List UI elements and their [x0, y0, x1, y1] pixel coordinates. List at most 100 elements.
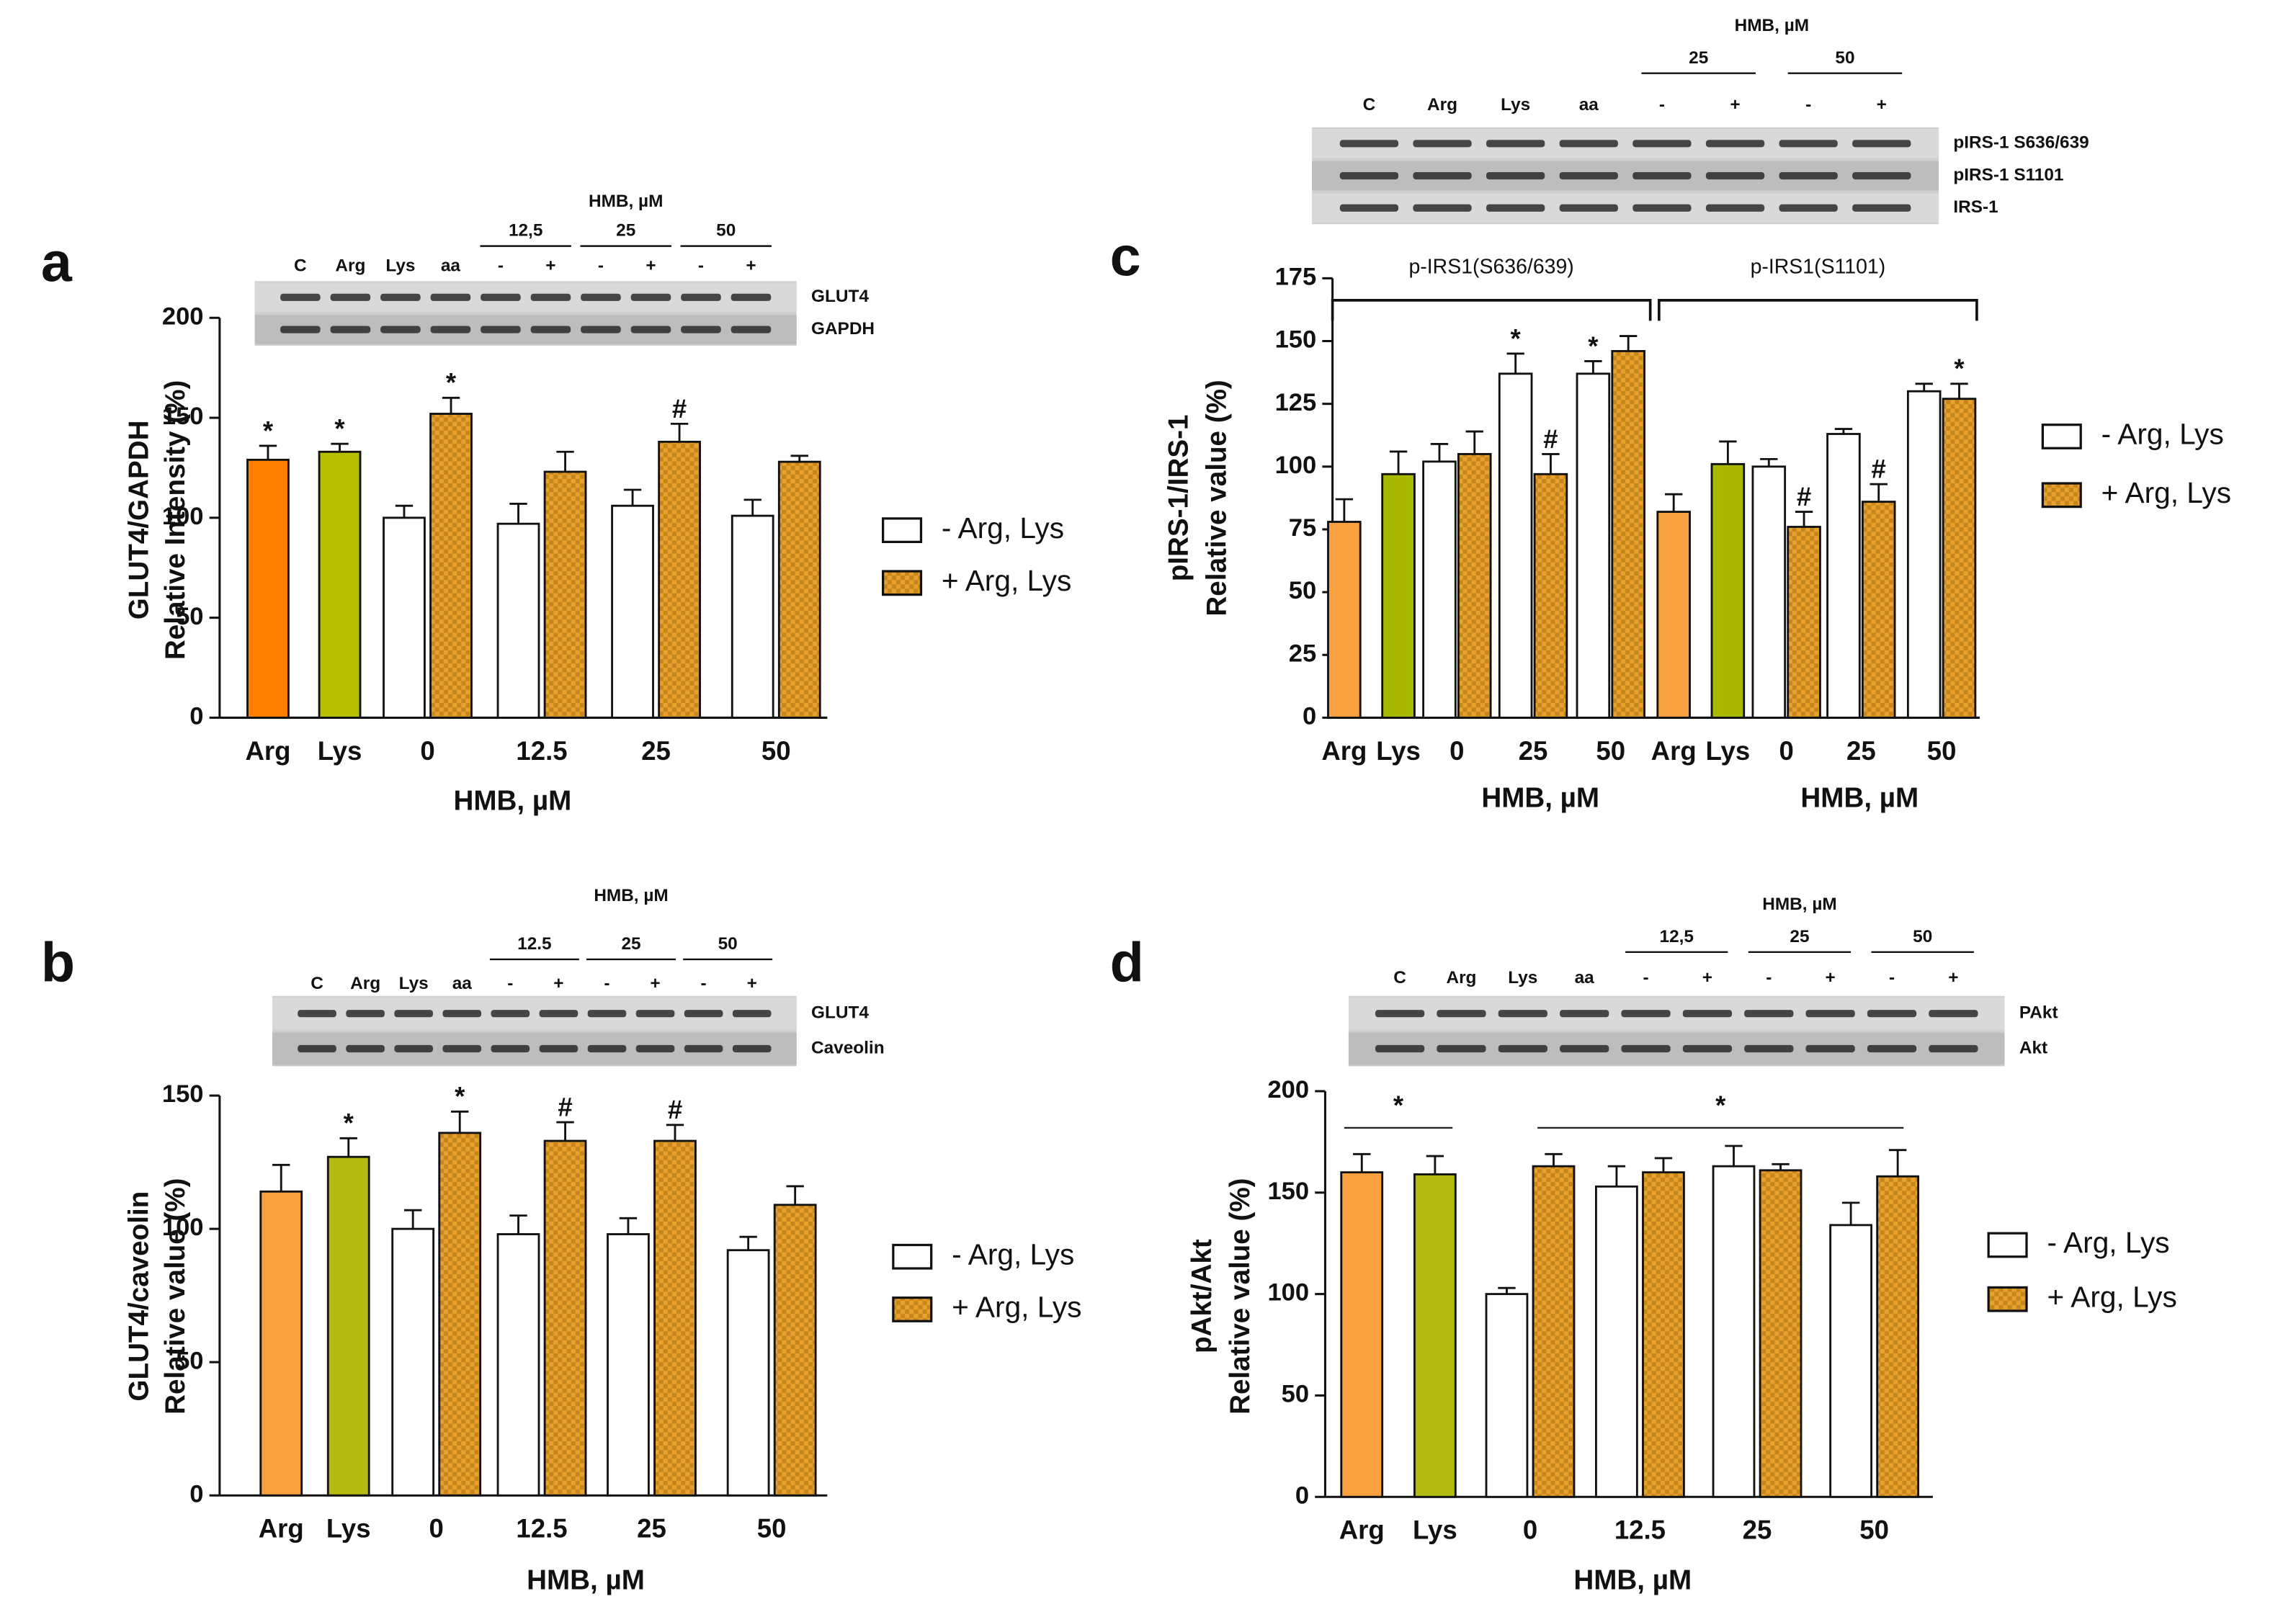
- panel-letter: c: [1110, 225, 1141, 287]
- blot-band-label: GLUT4: [811, 1003, 869, 1023]
- blot-band-label: Caveolin: [811, 1038, 885, 1057]
- blot-band: [380, 326, 421, 333]
- blot-band: [491, 1044, 530, 1053]
- blot-group-label: 50: [1835, 48, 1854, 68]
- x-tick-label: Arg: [1339, 1515, 1385, 1545]
- blot-band: [1705, 204, 1765, 212]
- blot-lane-label: +: [646, 256, 656, 276]
- y-axis-label: Relative Intensity (%): [160, 380, 191, 660]
- blot-band: [1805, 1010, 1855, 1018]
- blot-lane-label: aa: [1579, 95, 1599, 115]
- x-tick-label: Arg: [1651, 736, 1697, 766]
- blot-band: [581, 293, 621, 301]
- blot-lane-label: -: [598, 256, 604, 276]
- blot-lane-label: +: [746, 256, 756, 276]
- blot-band: [635, 1010, 675, 1018]
- significance-mark: *: [263, 416, 274, 445]
- section-bracket: [1331, 299, 1652, 321]
- bar: [496, 522, 540, 719]
- legend-swatch: [2041, 482, 2082, 509]
- blot-band: [731, 293, 772, 301]
- y-axis-label: GLUT4/caveolin: [123, 1191, 154, 1402]
- section-label: p-IRS1(S636/639): [1408, 256, 1573, 279]
- blot-band: [731, 326, 772, 333]
- blot-group-label: 12.5: [517, 934, 551, 954]
- blot-band: [1867, 1010, 1917, 1018]
- legend-swatch: [892, 1243, 933, 1270]
- y-tick-label: 125: [1275, 389, 1317, 416]
- bar: [1942, 398, 1977, 719]
- bar: [429, 413, 473, 719]
- x-tick-label: Lys: [1706, 736, 1751, 766]
- blot-band: [1779, 171, 1838, 180]
- blot-band: [1852, 171, 1911, 180]
- x-tick-label: 25: [1846, 736, 1876, 766]
- y-axis-label: Relative value (%): [160, 1178, 191, 1414]
- blot-lane-label: +: [545, 256, 555, 276]
- blot-band: [1413, 204, 1472, 212]
- blot-lane-label: +: [1826, 968, 1836, 987]
- significance-mark: #: [668, 1095, 682, 1124]
- x-tick-label: Arg: [245, 736, 290, 766]
- panel: a GLUT4/GAPDH Relative Intensity (%) 0 50 100…: [41, 192, 1071, 817]
- bar: [1829, 1224, 1872, 1498]
- blot-band: [684, 1010, 723, 1018]
- bar: [731, 514, 774, 719]
- bar: [1381, 472, 1416, 719]
- blot-lane-label: +: [1702, 968, 1712, 987]
- bar: [1906, 390, 1942, 719]
- blot-lane-label: Lys: [1508, 968, 1537, 987]
- blot-band: [684, 1044, 723, 1053]
- y-tick-label: 0: [189, 703, 203, 730]
- blot-lane-label: C: [294, 256, 307, 276]
- legend-label: + Arg, Lys: [2047, 1280, 2176, 1313]
- x-axis-label: HMB, µM: [527, 1564, 645, 1595]
- blot-band: [1559, 204, 1618, 212]
- blot-band: [1867, 1044, 1917, 1053]
- blot-lane-label: -: [1766, 968, 1772, 987]
- blot-band: [1559, 140, 1618, 148]
- blot-lane-label: +: [1948, 968, 1958, 987]
- blot-lane-label: C: [1363, 95, 1376, 115]
- blot-group-label: 25: [1790, 927, 1809, 946]
- blot-band: [732, 1010, 772, 1018]
- bar: [658, 440, 701, 719]
- blot-lane-label: aa: [452, 974, 473, 993]
- bar: [1751, 465, 1787, 719]
- x-tick-label: 25: [641, 736, 671, 766]
- blot-band: [732, 1044, 772, 1053]
- bar: [1485, 1293, 1529, 1498]
- significance-mark: *: [1511, 323, 1522, 353]
- panel-letter: b: [41, 932, 75, 994]
- blot-band: [587, 1010, 627, 1018]
- blot-lane-label: +: [1730, 95, 1740, 115]
- x-tick-label: 12.5: [516, 1514, 567, 1544]
- bar: [611, 504, 654, 719]
- section-label: p-IRS1(S1101): [1751, 256, 1886, 279]
- legend-label: - Arg, Lys: [942, 511, 1064, 545]
- blot-lane-label: aa: [441, 256, 461, 276]
- legend-swatch: [892, 1296, 933, 1322]
- blot-band-label: pIRS-1 S636/639: [1953, 133, 2089, 153]
- y-axis-label: Relative value (%): [1225, 1178, 1256, 1414]
- blot-lane-label: C: [311, 974, 323, 993]
- y-tick-label: 150: [1275, 326, 1317, 354]
- bar: [1532, 1165, 1576, 1498]
- blot-group-label: 25: [616, 221, 635, 241]
- significance-mark: *: [344, 1108, 354, 1138]
- blot-band: [1805, 1044, 1855, 1053]
- blot-band: [298, 1010, 336, 1018]
- blot-band: [298, 1044, 336, 1053]
- y-tick-label: 175: [1275, 263, 1317, 290]
- blot-band: [1705, 171, 1765, 180]
- x-axis-label: HMB, µM: [1481, 782, 1599, 813]
- blot-band: [1560, 1010, 1609, 1018]
- blot-band: [1632, 171, 1692, 180]
- y-tick-label: 150: [1267, 1178, 1309, 1205]
- legend-swatch: [881, 517, 923, 544]
- blot-group-label: 50: [718, 934, 738, 954]
- y-tick-label: 75: [1289, 514, 1316, 542]
- bar: [1576, 372, 1611, 719]
- legend-label: - Arg, Lys: [952, 1237, 1074, 1271]
